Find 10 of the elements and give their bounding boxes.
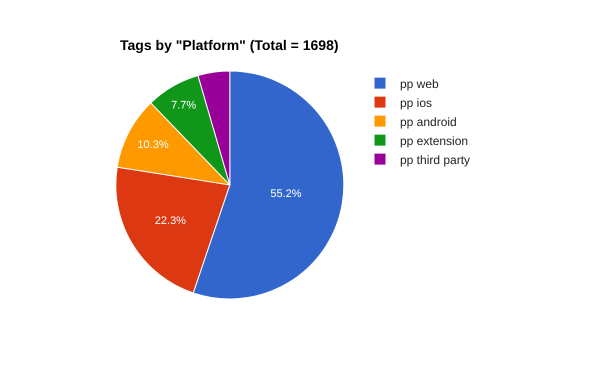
- legend-label: pp extension: [400, 134, 468, 148]
- data-label: 10.3%: [137, 138, 169, 151]
- chart-title: Tags by "Platform" (Total = 1698): [120, 36, 339, 53]
- data-label: 7.7%: [171, 99, 196, 112]
- legend-label: pp android: [400, 114, 457, 129]
- legend-label: pp web: [400, 76, 440, 91]
- data-label: 22.3%: [154, 214, 186, 227]
- legend-label: pp third party: [400, 152, 470, 167]
- data-label: 55.2%: [270, 188, 302, 200]
- legend-label: pp ios: [400, 96, 432, 110]
